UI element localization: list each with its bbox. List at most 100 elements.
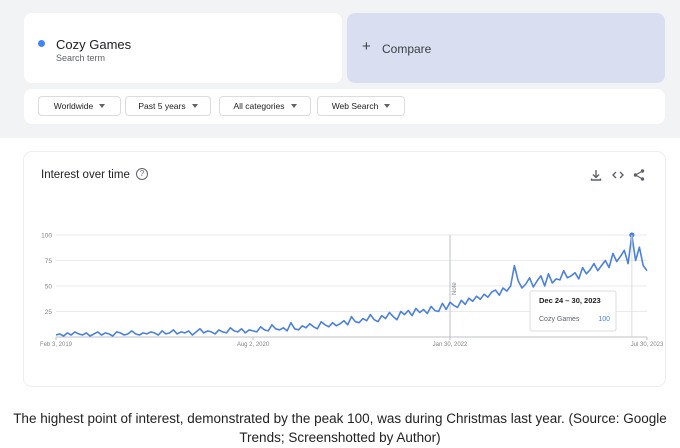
data-point (55, 334, 56, 335)
data-point (188, 330, 189, 331)
y-tick-label: 50 (45, 284, 53, 291)
data-point (408, 310, 409, 311)
caret-down-icon (191, 104, 198, 108)
data-point (279, 329, 280, 330)
data-point (586, 273, 587, 274)
data-point (150, 331, 151, 332)
data-point (370, 314, 371, 315)
data-point (256, 331, 257, 332)
data-point (518, 280, 519, 281)
data-point (294, 328, 295, 329)
data-point (609, 267, 610, 268)
filter-bar: Worldwide Past 5 years All categories We… (24, 89, 665, 124)
data-point (502, 287, 503, 288)
data-point (393, 316, 394, 317)
filter-time-range[interactable]: Past 5 years (125, 96, 211, 116)
data-point (78, 333, 79, 334)
data-point (298, 329, 299, 330)
data-point (127, 333, 128, 334)
download-icon[interactable] (589, 168, 603, 182)
filter-category[interactable]: All categories (219, 96, 311, 116)
data-point (620, 256, 621, 257)
data-point (627, 263, 628, 264)
data-point (605, 260, 606, 261)
data-point (351, 316, 352, 317)
data-point (374, 319, 375, 320)
data-point (177, 333, 178, 334)
data-point (328, 326, 329, 327)
data-point (389, 312, 390, 313)
data-point (139, 334, 140, 335)
search-term-card[interactable]: Cozy Games Search term (24, 13, 342, 83)
data-point (419, 312, 420, 313)
data-point (222, 331, 223, 332)
data-point (309, 323, 310, 324)
caret-down-icon (290, 104, 297, 108)
data-point (286, 330, 287, 331)
data-point (529, 277, 530, 278)
data-point (105, 332, 106, 333)
compare-button[interactable]: + Compare (347, 13, 665, 83)
note-marker-label: Note (452, 282, 458, 295)
filter-region[interactable]: Worldwide (38, 96, 121, 116)
data-point (616, 261, 617, 262)
series-color-dot (38, 40, 45, 47)
share-icon[interactable] (632, 168, 646, 182)
data-point (358, 322, 359, 323)
data-point (305, 327, 306, 328)
caret-down-icon (99, 104, 106, 108)
data-point (59, 333, 60, 334)
data-point (468, 298, 469, 299)
data-point (434, 310, 435, 311)
data-point (290, 322, 291, 323)
data-point (442, 303, 443, 304)
data-point (643, 265, 644, 266)
data-point (347, 324, 348, 325)
y-tick-label: 75 (45, 258, 53, 265)
data-point (567, 277, 568, 278)
data-point (404, 314, 405, 315)
interest-line-chart: 100 75 50 25 Feb 3, 2019 Aug 2, 2020 Jan 30, … (40, 232, 664, 348)
plus-icon: + (362, 38, 371, 55)
filter-search-type-label: Web Search (331, 101, 379, 111)
data-point (237, 331, 238, 332)
data-point (63, 335, 64, 336)
data-point (544, 285, 545, 286)
data-point (230, 327, 231, 328)
data-point (514, 265, 515, 266)
data-point (249, 329, 250, 330)
data-point (268, 330, 269, 331)
search-term-subtitle: Search term (56, 53, 106, 63)
data-point (355, 321, 356, 322)
data-point (135, 333, 136, 334)
search-term-name: Cozy Games (56, 37, 132, 52)
data-point (97, 331, 98, 332)
embed-icon[interactable] (611, 168, 625, 182)
data-point (158, 334, 159, 335)
data-point (453, 305, 454, 306)
data-point (400, 311, 401, 312)
data-point (215, 333, 216, 334)
data-point (423, 309, 424, 310)
data-point (533, 286, 534, 287)
data-point (362, 318, 363, 319)
data-point (146, 333, 147, 334)
data-point (93, 333, 94, 334)
data-point (510, 285, 511, 286)
data-point (226, 332, 227, 333)
data-point (612, 253, 613, 254)
help-icon[interactable]: ? (136, 168, 148, 180)
image-caption: The highest point of interest, demonstra… (13, 411, 667, 445)
filter-category-label: All categories (233, 101, 285, 111)
data-point (506, 291, 507, 292)
data-point (552, 282, 553, 283)
data-point (385, 318, 386, 319)
data-point (192, 334, 193, 335)
data-point (275, 328, 276, 329)
data-point (101, 334, 102, 335)
y-tick-label: 100 (41, 233, 52, 240)
data-point (457, 307, 458, 308)
data-point (449, 302, 450, 303)
filter-search-type[interactable]: Web Search (317, 96, 405, 116)
data-point (252, 330, 253, 331)
